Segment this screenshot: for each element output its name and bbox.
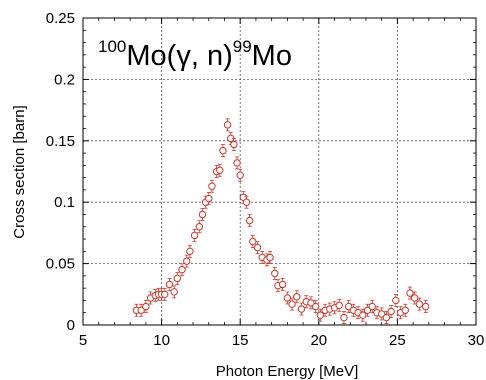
x-axis-label: Photon Energy [MeV] (216, 363, 359, 380)
data-point (170, 285, 178, 299)
data-point (205, 192, 213, 205)
data-point (190, 228, 199, 242)
y-tick-label: 0.05 (46, 256, 75, 273)
data-point (165, 278, 174, 291)
data-point (195, 220, 204, 234)
x-tick-label: 10 (153, 332, 170, 349)
y-tick-label: 0.25 (46, 10, 75, 27)
x-tick-label: 25 (389, 332, 406, 349)
y-tick-label: 0.1 (54, 194, 75, 211)
title-reaction: (γ, n) (167, 40, 233, 72)
title-mass-out: 99 (233, 37, 252, 56)
data-point (340, 311, 348, 325)
data-point (183, 254, 191, 268)
data-point (283, 291, 292, 305)
data-point (387, 305, 395, 318)
data-point (363, 303, 372, 317)
data-point (233, 156, 241, 170)
data-point (377, 307, 386, 321)
data-point (173, 271, 182, 285)
data-point (368, 300, 376, 313)
data-point (236, 168, 244, 182)
data-point (178, 263, 186, 277)
data-point (198, 208, 207, 221)
data-point (344, 300, 353, 313)
data-point (316, 308, 325, 322)
x-tick-label: 20 (310, 332, 327, 349)
title-element-in: Mo (126, 40, 166, 72)
data-point (401, 303, 409, 317)
title-mass-in: 100 (98, 37, 126, 56)
data-point (415, 297, 424, 311)
data-point (311, 300, 320, 313)
y-tick-label: 0.15 (46, 133, 75, 150)
x-tick-label: 15 (232, 332, 249, 349)
data-point (186, 244, 194, 258)
data-point (253, 241, 262, 255)
data-point (288, 297, 296, 311)
data-point (161, 287, 169, 301)
data-point (293, 290, 301, 304)
data-point (335, 298, 343, 312)
y-tick-label: 0.2 (54, 71, 75, 88)
data-point (142, 300, 150, 313)
data-point (137, 303, 145, 317)
x-tick-label: 5 (79, 332, 87, 349)
data-point (223, 118, 232, 132)
data-point (219, 144, 227, 158)
data-point (359, 308, 367, 322)
data-point (392, 294, 400, 307)
axis-ticks (82, 17, 477, 326)
data-point (410, 291, 419, 305)
data-point (208, 179, 216, 193)
x-tick-label: 30 (468, 332, 485, 349)
data-point (278, 278, 287, 291)
data-point (354, 306, 362, 320)
y-tick-label: 0 (67, 317, 75, 334)
tick-labels: 5 10 15 20 25 30 0 0.05 0.1 0.15 0.2 0.25 (46, 10, 485, 349)
data-point (230, 138, 238, 151)
data-point (421, 300, 430, 313)
data-points (132, 118, 430, 325)
title-element-out: Mo (252, 40, 292, 72)
y-axis-label: Cross section [barn] (11, 105, 28, 238)
data-point (271, 267, 279, 280)
plot-frame (82, 17, 477, 326)
chart-title: 100Mo(γ, n)99Mo (98, 37, 292, 72)
data-point (242, 195, 251, 209)
data-point (216, 163, 224, 177)
data-point (266, 251, 274, 264)
data-point (307, 296, 315, 310)
data-point (245, 214, 254, 228)
